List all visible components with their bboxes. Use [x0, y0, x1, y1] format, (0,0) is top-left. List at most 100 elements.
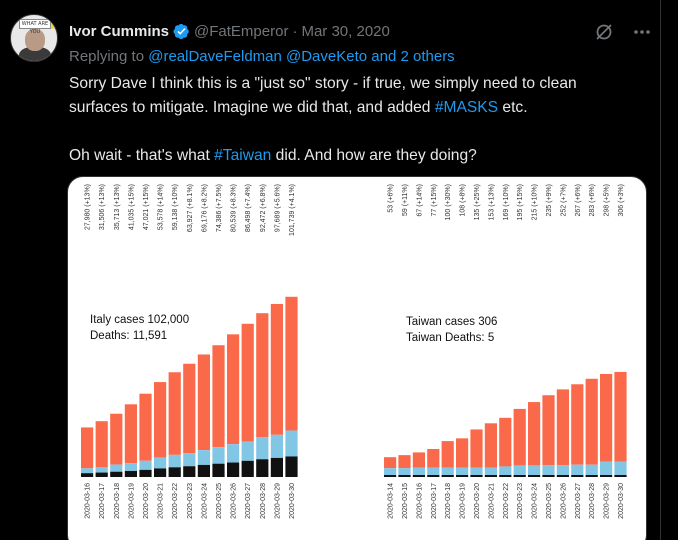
bar-active-1-0: [384, 457, 397, 469]
bar-recovered-1-10: [528, 465, 541, 475]
x-tick-label-1-13: 2020-03-27: [575, 483, 582, 519]
bar-recovered-0-0: [81, 468, 94, 474]
grok-icon[interactable]: [594, 22, 614, 42]
x-tick-label-1-12: 2020-03-26: [560, 483, 567, 519]
x-tick-label-1-9: 2020-03-23: [517, 483, 524, 519]
bar-deaths-1-15: [600, 475, 613, 477]
x-tick-label-1-6: 2020-03-20: [474, 483, 481, 519]
bar-deaths-1-7: [484, 475, 497, 477]
verified-badge-icon: [173, 23, 189, 39]
bar-recovered-0-13: [270, 434, 283, 458]
avatar-emoji-decoration: [47, 19, 57, 29]
bar-recovered-0-10: [227, 444, 240, 463]
author-handle[interactable]: @FatEmperor: [194, 22, 289, 40]
top-label-0-12: 92,472 (+6.8%): [260, 184, 267, 232]
top-label-0-7: 63,927 (+8.1%): [187, 184, 194, 232]
x-tick-label-1-7: 2020-03-21: [488, 483, 495, 519]
bar-deaths-1-0: [384, 475, 397, 477]
bar-deaths-0-10: [227, 462, 240, 477]
bar-recovered-1-4: [441, 467, 454, 475]
top-label-0-1: 31,506 (+13%): [99, 184, 106, 230]
x-tick-label-1-5: 2020-03-19: [460, 483, 467, 519]
bar-active-0-10: [227, 334, 240, 445]
x-tick-label-1-16: 2020-03-30: [618, 483, 625, 519]
x-tick-label-1-14: 2020-03-28: [589, 483, 596, 519]
bar-deaths-1-6: [470, 475, 483, 477]
top-label-1-8: 169 (+10%): [503, 184, 510, 220]
bar-recovered-0-2: [110, 464, 123, 472]
x-tick-label-0-0: 2020-03-16: [85, 483, 92, 519]
x-tick-label-0-2: 2020-03-18: [114, 483, 121, 519]
top-label-1-4: 100 (+30%): [445, 184, 452, 220]
bar-active-1-16: [614, 371, 627, 462]
media-image[interactable]: 2020-03-16 27,980 (+13%) 2020-03-17 31,506 …: [67, 176, 647, 540]
bar-deaths-0-0: [81, 473, 94, 477]
top-label-1-7: 153 (+13%): [488, 184, 495, 220]
bar-recovered-1-5: [456, 467, 469, 475]
top-label-0-9: 74,386 (+7.5%): [216, 184, 223, 232]
bar-recovered-0-5: [154, 457, 167, 469]
hashtag-taiwan[interactable]: #Taiwan: [214, 147, 272, 164]
bar-active-0-1: [95, 421, 108, 468]
bar-recovered-0-7: [183, 453, 196, 467]
tweet-date[interactable]: Mar 30, 2020: [301, 22, 390, 40]
bar-deaths-0-9: [212, 463, 225, 477]
bar-deaths-0-2: [110, 471, 123, 477]
tweet-line-3: Oh wait - that's what #Taiwan did. And h…: [69, 147, 477, 164]
top-label-1-9: 195 (+15%): [517, 184, 524, 220]
x-tick-label-0-14: 2020-03-30: [289, 483, 296, 519]
bar-deaths-1-16: [614, 475, 627, 477]
top-label-1-16: 306 (+3%): [618, 184, 625, 217]
bar-active-1-14: [585, 378, 598, 465]
x-tick-label-1-11: 2020-03-25: [546, 483, 553, 519]
x-tick-label-1-2: 2020-03-16: [416, 483, 423, 519]
bar-deaths-1-4: [441, 475, 454, 477]
bar-active-0-2: [110, 413, 123, 465]
top-label-0-10: 80,539 (+8.3%): [231, 184, 238, 232]
bar-deaths-1-10: [528, 475, 541, 477]
x-tick-label-0-4: 2020-03-20: [143, 483, 150, 519]
bar-active-0-9: [212, 345, 225, 448]
bar-active-1-1: [398, 455, 411, 469]
tweet-line-2: surfaces to mitigate. Imagine we did tha…: [69, 99, 528, 116]
bar-recovered-1-0: [384, 468, 397, 475]
avatar[interactable]: WHAT ARE YOU: [10, 14, 58, 62]
top-label-0-13: 97,689 (+5.6%): [274, 184, 281, 232]
author-name[interactable]: Ivor Cummins: [69, 22, 170, 40]
bar-recovered-0-1: [95, 467, 108, 473]
bar-recovered-0-9: [212, 447, 225, 464]
x-tick-label-0-8: 2020-03-24: [201, 483, 208, 519]
replying-and: and: [371, 48, 397, 65]
chart-subtitle-1: Taiwan Deaths: 5: [406, 332, 494, 344]
top-label-1-14: 283 (+6%): [589, 184, 596, 217]
bar-active-0-3: [124, 404, 137, 464]
bar-deaths-0-8: [197, 464, 210, 477]
top-label-0-11: 86,498 (+7.4%): [245, 184, 252, 232]
bar-deaths-0-4: [139, 469, 152, 477]
x-tick-label-1-1: 2020-03-15: [402, 483, 409, 519]
bar-active-1-2: [412, 452, 425, 468]
top-label-1-11: 235 (+9%): [546, 184, 553, 217]
top-label-1-1: 59 (+11%): [402, 184, 409, 216]
bar-active-0-4: [139, 393, 152, 461]
x-tick-label-0-9: 2020-03-25: [216, 483, 223, 519]
bar-deaths-1-1: [398, 475, 411, 477]
hashtag-masks[interactable]: #MASKS: [434, 99, 499, 116]
bar-recovered-1-13: [571, 464, 584, 475]
tweet-header: Ivor Cummins @FatEmperor · Mar 30, 2020: [69, 21, 390, 41]
bar-deaths-0-6: [168, 467, 181, 477]
bar-deaths-1-14: [585, 475, 598, 477]
top-label-0-14: 101,739 (+4.1%): [289, 184, 296, 236]
more-icon[interactable]: [632, 22, 652, 42]
tweet-line-1: Sorry Dave I think this is a "just so" s…: [69, 75, 577, 92]
top-label-0-3: 41,035 (+15%): [128, 184, 135, 230]
bar-recovered-1-7: [484, 467, 497, 475]
top-label-0-2: 35,713 (+13%): [114, 184, 121, 230]
bar-active-1-15: [600, 373, 613, 462]
bar-recovered-1-12: [556, 465, 569, 475]
chart-title-1: Taiwan cases 306: [406, 316, 497, 328]
replying-users-link[interactable]: @realDaveFeldman @DaveKeto: [148, 48, 368, 65]
bar-deaths-1-8: [499, 475, 512, 477]
bar-recovered-1-15: [600, 461, 613, 475]
replying-others-link[interactable]: 2 others: [400, 48, 455, 65]
